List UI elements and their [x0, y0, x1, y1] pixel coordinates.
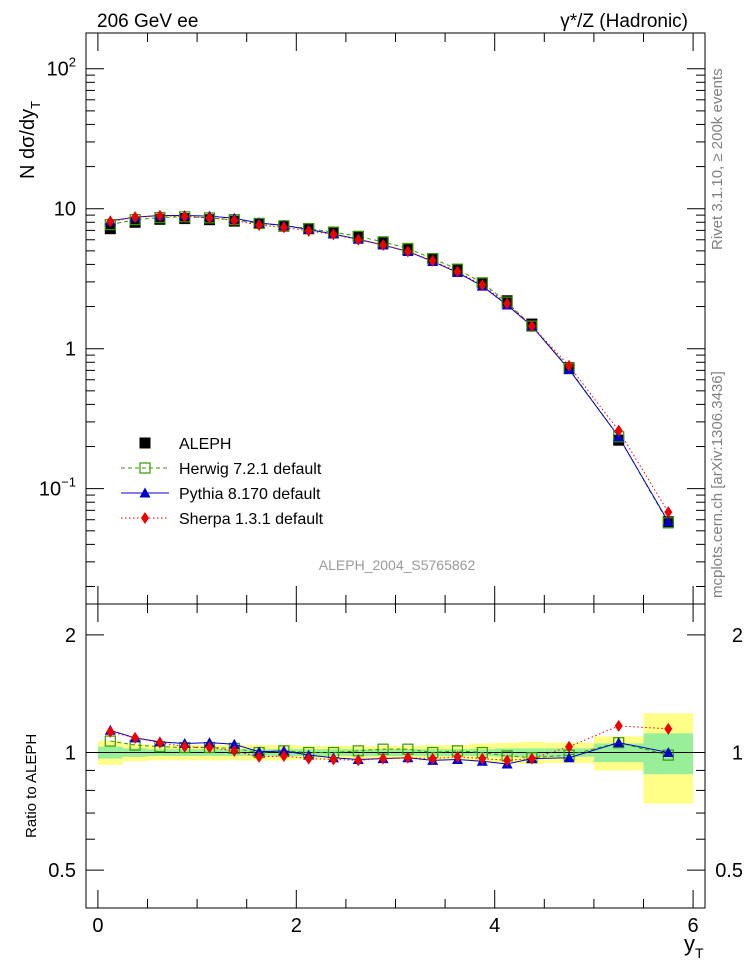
ratio-y-tick-label-right: 0.5 — [715, 860, 743, 882]
svg-text:N dσ/dyT: N dσ/dyT — [17, 101, 43, 179]
ratio-sherpa-point — [279, 749, 288, 762]
ratio-panel: 2 2 1 1 0.5 0.5 0 2 4 6 — [48, 603, 743, 937]
x-axis-label-text: y — [684, 931, 695, 956]
x-tick-label: 0 — [92, 915, 103, 937]
ratio-pythia-point — [613, 737, 625, 748]
ratio-sherpa-point — [255, 750, 264, 763]
x-axis-label: yT — [684, 931, 704, 961]
ratio-sherpa-point — [614, 719, 623, 732]
legend-label-pythia: Pythia 8.170 default — [179, 486, 321, 503]
x-axis-label-sub: T — [695, 945, 704, 961]
main-sherpa-point — [478, 279, 487, 292]
ratio-sherpa-point — [131, 731, 140, 744]
main-sherpa-point — [527, 320, 536, 333]
plot-title-left: 206 GeV ee — [97, 11, 198, 32]
ratio-pythia-point — [228, 738, 240, 749]
ratio-sherpa-point — [428, 752, 437, 765]
main-y-tick-label: 1 — [65, 339, 76, 361]
main-sherpa-point — [614, 424, 623, 437]
main-pythia-point — [662, 516, 674, 527]
ratio-sherpa-point — [106, 725, 115, 738]
ratio-pythia-point — [563, 752, 575, 763]
main-sherpa-point — [131, 211, 140, 224]
svg-text:yT: yT — [684, 931, 704, 961]
rivet-version-text: Rivet 3.1.10, ≥ 200k events — [709, 68, 726, 250]
main-sherpa-point — [329, 228, 338, 241]
main-sherpa-point — [106, 215, 115, 228]
ratio-sherpa-point — [354, 754, 363, 767]
ratio-sherpa-point — [155, 736, 164, 749]
ratio-herwig-line — [110, 740, 669, 759]
legend-marker-data — [139, 437, 151, 449]
ratio-y-tick-label-left: 1 — [65, 743, 76, 765]
x-tick-label: 6 — [688, 915, 699, 937]
legend-label-herwig: Herwig 7.2.1 default — [179, 461, 322, 478]
main-sherpa-point — [565, 359, 574, 372]
legend-marker-herwig — [139, 462, 151, 474]
legend-entry-pythia: Pythia 8.170 default — [121, 486, 321, 503]
legend-marker-sherpa — [141, 512, 149, 524]
ratio-y-tick-label-right: 2 — [732, 625, 743, 647]
ratio-sherpa-point — [503, 754, 512, 767]
main-sherpa-point — [255, 218, 264, 231]
analysis-id-label: ALEPH_2004_S5765862 — [319, 557, 476, 573]
ratio-sherpa-point — [304, 752, 313, 765]
main-sherpa-line — [110, 215, 669, 513]
legend-label-sherpa: Sherpa 1.3.1 default — [179, 511, 324, 528]
ratio-sherpa-line — [110, 725, 669, 761]
main-y-tick-label: 10 — [54, 199, 76, 221]
main-aleph-point — [104, 223, 116, 235]
ratio-sherpa-point — [180, 740, 189, 753]
ratio-sherpa-point — [205, 741, 214, 754]
main-sherpa-point — [403, 245, 412, 258]
legend-entry-sherpa: Sherpa 1.3.1 default — [121, 511, 324, 528]
main-sherpa-point — [205, 211, 214, 224]
legend-entry-herwig: Herwig 7.2.1 default — [121, 461, 322, 478]
main-sherpa-point — [379, 239, 388, 252]
main-sherpa-point — [453, 265, 462, 278]
legend-marker-pythia — [139, 487, 151, 498]
ratio-sherpa-point — [230, 744, 239, 757]
main-herwig-line — [110, 216, 669, 524]
x-tick-label: 2 — [291, 915, 302, 937]
main-sherpa-point — [503, 297, 512, 310]
main-y-axis-label-sub: T — [28, 101, 43, 109]
main-y-axis-label: N dσ/dyT — [17, 101, 43, 179]
ratio-y-tick-label-right: 1 — [732, 743, 743, 765]
legend: ALEPH Herwig 7.2.1 default Pythia 8.170 de… — [121, 436, 324, 528]
ratio-sherpa-point — [379, 752, 388, 765]
main-panel: 102 10 1 10−1 — [39, 32, 706, 605]
main-y-tick-label: 102 — [47, 55, 76, 81]
ratio-sherpa-point — [527, 752, 536, 765]
ratio-sherpa-point — [329, 753, 338, 766]
ratio-sherpa-point — [453, 750, 462, 763]
main-sherpa-point — [664, 506, 673, 519]
main-y-tick-label: 10−1 — [39, 475, 76, 501]
main-sherpa-point — [304, 224, 313, 237]
ratio-y-tick-label-left: 0.5 — [48, 860, 76, 882]
ratio-sherpa-point — [664, 722, 673, 735]
ratio-sherpa-point — [403, 751, 412, 764]
legend-label-data: ALEPH — [179, 436, 231, 453]
main-sherpa-point — [354, 233, 363, 246]
legend-entry-data: ALEPH — [139, 436, 231, 453]
main-sherpa-point — [155, 209, 164, 222]
main-sherpa-point — [279, 221, 288, 234]
mcplots-credit-text: mcplots.cern.ch [arXiv:1306.3436] — [709, 371, 726, 598]
ratio-y-axis-label: Ratio to ALEPH — [23, 734, 40, 838]
ratio-sherpa-point — [478, 752, 487, 765]
ratio-pythia-point — [662, 747, 674, 758]
ratio-y-tick-label-left: 2 — [65, 625, 76, 647]
x-tick-label: 4 — [489, 915, 500, 937]
main-sherpa-point — [230, 214, 239, 227]
plot-title-right: γ*/Z (Hadronic) — [560, 11, 688, 32]
main-sherpa-point — [428, 254, 437, 267]
main-sherpa-point — [180, 210, 189, 223]
main-y-axis-label-text: N dσ/dy — [17, 109, 39, 179]
ratio-sherpa-point — [565, 740, 574, 753]
